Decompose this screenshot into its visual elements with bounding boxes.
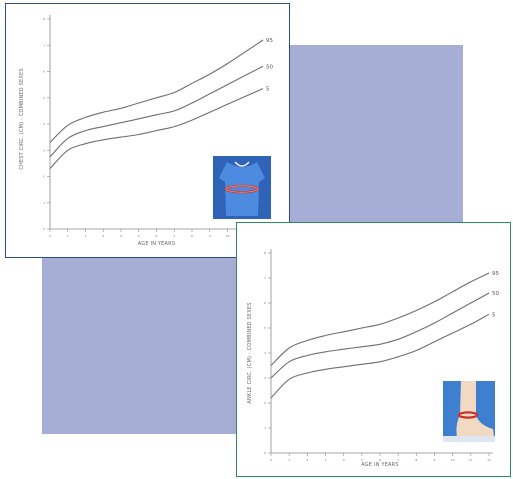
y-tick-label: 1 <box>264 426 266 430</box>
x-tick-label: 9 <box>209 234 211 238</box>
percentile-curve-5 <box>49 88 264 169</box>
y-tick-label: 2 <box>43 175 45 179</box>
background-block-bottom <box>42 258 238 434</box>
ankle-measure-icon <box>443 381 495 442</box>
x-tick-label: 2 <box>85 234 87 238</box>
percentile-curve-50 <box>270 292 490 379</box>
x-tick-label: 2 <box>306 458 308 462</box>
y-tick-label: 4 <box>264 351 266 355</box>
y-tick-label: 7 <box>264 276 266 280</box>
percentile-curve-5 <box>270 313 490 399</box>
y-tick-label: 7 <box>43 43 45 47</box>
y-axis-label: ANKLE CIRC. (CM) - COMBINED SEXES <box>247 302 253 403</box>
ankle-chart-card: 0 1 2 3 4 5 6 7 8 0 1 2 3 4 5 6 7 8 9 10 11 12 ANKLE CIRC. (CM… <box>236 222 511 477</box>
y-tick-label: 3 <box>264 376 266 380</box>
x-tick-label: 9 <box>434 458 436 462</box>
x-tick-label: 10 <box>226 234 230 238</box>
y-tick-label: 4 <box>43 122 45 126</box>
y-axis-label: CHEST CIRC. (CM) - COMBINED SEXES <box>19 68 25 169</box>
percentile-label-50: 50 <box>492 291 499 297</box>
percentile-label-5: 5 <box>492 312 496 318</box>
y-tick-label: 6 <box>43 70 45 74</box>
x-tick-label: 5 <box>138 234 140 238</box>
percentile-curve-50 <box>49 65 264 158</box>
y-tick-label: 3 <box>43 148 45 152</box>
x-tick-label: 1 <box>67 234 69 238</box>
y-tick-label: 8 <box>264 251 266 255</box>
y-tick-label: 5 <box>264 326 266 330</box>
x-tick-label: 8 <box>191 234 193 238</box>
x-tick-label: 3 <box>102 234 104 238</box>
percentile-label-50: 50 <box>266 64 273 70</box>
percentile-curve-95 <box>270 272 490 366</box>
x-tick-label: 4 <box>343 458 345 462</box>
x-tick-label: 11 <box>469 458 473 462</box>
y-tick-label: 5 <box>43 96 45 100</box>
x-tick-label: 4 <box>120 234 122 238</box>
chest-chart: 0123456780123456789101112CHEST CIRC. (CM… <box>19 15 273 247</box>
percentile-curve-95 <box>49 39 264 143</box>
x-tick-label: 3 <box>325 458 327 462</box>
x-tick-label: 6 <box>379 458 381 462</box>
chest-measure-icon <box>213 156 271 219</box>
background-block-top <box>287 45 463 223</box>
x-tick-label: 12 <box>487 458 491 462</box>
y-tick-label: 8 <box>43 17 45 21</box>
percentile-label-5: 5 <box>266 87 270 93</box>
x-axis-label: AGE IN YEARS <box>361 462 398 468</box>
x-tick-label: 6 <box>156 234 158 238</box>
y-tick-label: 1 <box>43 201 45 205</box>
percentile-label-95: 95 <box>266 38 273 44</box>
y-tick-label: 0 <box>43 227 45 231</box>
y-tick-label: 0 <box>264 451 266 455</box>
x-axis-label: AGE IN YEARS <box>138 241 175 247</box>
percentile-label-95: 95 <box>492 271 499 277</box>
x-tick-label: 10 <box>451 458 455 462</box>
x-tick-label: 0 <box>49 234 51 238</box>
x-tick-label: 8 <box>415 458 417 462</box>
x-tick-label: 1 <box>288 458 290 462</box>
chest-chart-card: 0123456780123456789101112CHEST CIRC. (CM… <box>5 3 290 258</box>
x-tick-label: 7 <box>397 458 399 462</box>
x-tick-label: 5 <box>361 458 363 462</box>
y-tick-label: 6 <box>264 301 266 305</box>
x-tick-label: 7 <box>173 234 175 238</box>
y-tick-label: 2 <box>264 401 266 405</box>
x-tick-label: 0 <box>270 458 272 462</box>
